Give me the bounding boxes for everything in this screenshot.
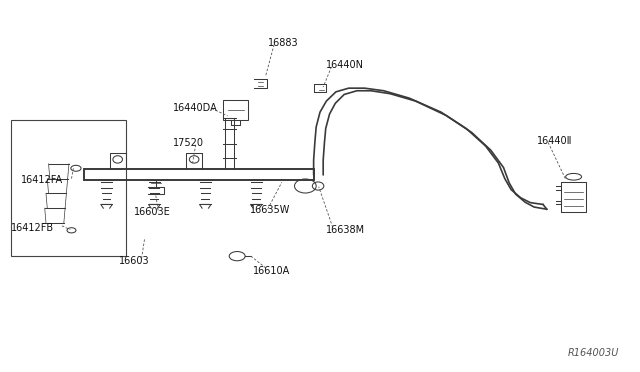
Text: 16635W: 16635W bbox=[250, 205, 291, 215]
Text: 16603E: 16603E bbox=[134, 207, 171, 217]
Text: 16603: 16603 bbox=[119, 256, 150, 266]
Bar bbox=[11, 119, 125, 256]
Text: 16440DA: 16440DA bbox=[173, 103, 218, 113]
Text: 16412FA: 16412FA bbox=[20, 175, 63, 185]
Text: R164003U: R164003U bbox=[568, 348, 620, 358]
Text: 16440N: 16440N bbox=[326, 60, 364, 70]
Text: 16883: 16883 bbox=[268, 38, 298, 48]
Text: 16412FB: 16412FB bbox=[11, 223, 54, 233]
Text: 16638M: 16638M bbox=[326, 225, 365, 235]
Text: 17520: 17520 bbox=[173, 138, 204, 148]
Text: 16440Ⅱ: 16440Ⅱ bbox=[537, 136, 572, 146]
Text: 16610A: 16610A bbox=[253, 266, 291, 276]
